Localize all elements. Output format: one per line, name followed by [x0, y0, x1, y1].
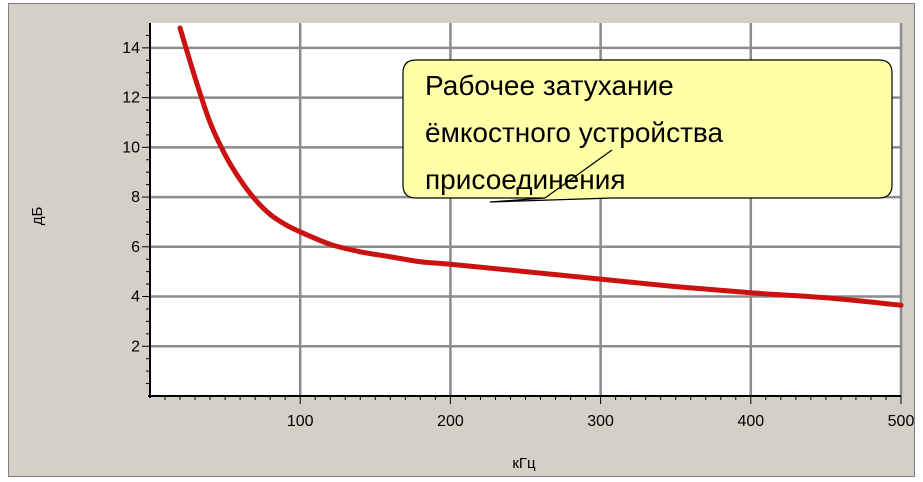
callout-bubble	[402, 59, 893, 203]
callout-pointer	[544, 149, 613, 199]
annotation-callout: Рабочее затухание ёмкостного устройства …	[402, 59, 893, 203]
series-group	[177, 25, 904, 308]
y-tick-label: 14	[122, 40, 140, 57]
x-axis-label: кГц	[512, 455, 536, 472]
y-tick-label: 4	[131, 289, 140, 306]
callout-line-2: ёмкостного устройства	[425, 117, 723, 148]
y-tick-label: 12	[122, 90, 140, 107]
x-tick-label: 200	[437, 413, 464, 430]
y-tick-label: 10	[122, 139, 140, 156]
y-tick-label: 2	[131, 338, 140, 355]
x-tick-label: 300	[587, 413, 614, 430]
y-axis-label: дБ	[29, 207, 46, 226]
y-tick-label: 6	[131, 239, 140, 256]
axes: 100 200 300 400 500 2 4 6 8 10 12 14	[122, 23, 914, 430]
x-tick-label: 100	[287, 413, 314, 430]
callout-line-3: присоединения	[425, 164, 626, 195]
x-tick-label: 500	[888, 413, 915, 430]
y-tick-label: 8	[131, 189, 140, 206]
callout-line-1: Рабочее затухание	[425, 70, 674, 101]
x-tick-label: 400	[737, 413, 764, 430]
